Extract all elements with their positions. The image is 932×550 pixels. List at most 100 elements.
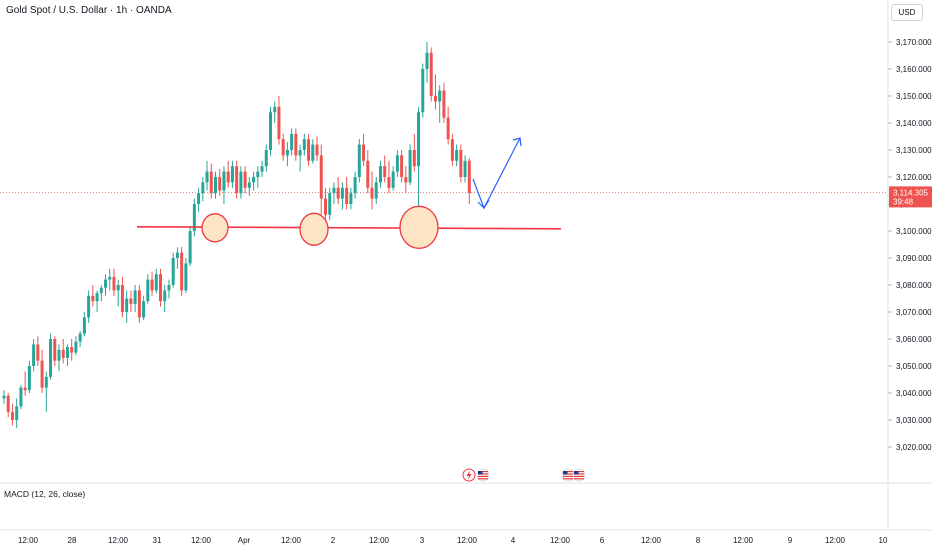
lightning-event-icon (462, 468, 476, 482)
candle-body (197, 193, 201, 204)
candle (154, 268, 158, 294)
candle (467, 158, 471, 204)
candle-body (218, 177, 222, 191)
candle-body (235, 166, 239, 194)
candle-body (137, 290, 141, 318)
candle (180, 247, 184, 296)
currency-button[interactable]: USD (891, 4, 923, 21)
time-axis: 12:00 28 12:00 31 12:00 Apr 12:00 2 12:00 3 12:00 4… (18, 536, 888, 545)
candle (129, 290, 133, 312)
candle-body (277, 106, 281, 140)
candle-body (239, 171, 243, 194)
candle-body (188, 231, 192, 264)
current-price-label-box (889, 186, 932, 208)
candle-body (192, 204, 196, 231)
candle (53, 336, 57, 366)
candle-body (438, 90, 442, 102)
candle (40, 349, 44, 393)
candle (374, 177, 378, 204)
candle (230, 160, 234, 188)
candle (197, 187, 201, 213)
lightning-bolt (466, 470, 472, 480)
candle-body (95, 293, 99, 302)
candle (133, 285, 137, 312)
candle-body (387, 177, 391, 188)
x-tick-label: 12:00 (825, 536, 846, 545)
candle (235, 160, 239, 199)
candle (366, 150, 370, 194)
candle-body (307, 139, 311, 161)
touch-circle (299, 212, 329, 246)
candle (273, 101, 277, 123)
candle-body (455, 150, 459, 161)
candle-body (6, 395, 10, 412)
candle-body (294, 133, 298, 156)
flag-stripe (478, 471, 488, 473)
y-tick-label: 3,170.000 (896, 38, 932, 47)
candle (268, 106, 272, 156)
candle-body (319, 155, 323, 199)
candle-body (340, 187, 344, 199)
candle-body (23, 387, 27, 391)
candle-body (167, 285, 171, 291)
candle (205, 160, 209, 191)
candle (163, 285, 167, 312)
candle (201, 177, 205, 202)
candle (455, 144, 459, 167)
y-tick-label: 3,140.000 (896, 119, 932, 128)
candle (307, 133, 311, 167)
candle (188, 225, 192, 267)
candle-body (120, 285, 124, 312)
candle (442, 82, 446, 123)
candle (349, 187, 353, 210)
x-tick-label: 9 (788, 536, 793, 545)
candle-body (378, 166, 382, 183)
candle (19, 384, 23, 410)
candle (125, 290, 129, 323)
candle-body (70, 347, 74, 353)
candle (82, 312, 86, 337)
candle-body (91, 295, 95, 302)
candle-body (446, 117, 450, 140)
candle (137, 285, 141, 323)
candle (290, 128, 294, 156)
x-tick-label: 10 (879, 536, 888, 545)
y-tick-label: 3,090.000 (896, 254, 932, 263)
candle (36, 336, 40, 366)
candle-body (400, 155, 404, 177)
candle-body (383, 166, 387, 177)
countdown-label: 39:48 (893, 197, 914, 206)
y-tick-label: 3,030.000 (896, 416, 932, 425)
candle (247, 177, 251, 196)
candle-body (429, 52, 433, 96)
macd-indicator-label[interactable]: MACD (12, 26, close) (4, 489, 86, 499)
us-flag-event-icon (476, 468, 490, 482)
candle-body (82, 317, 86, 334)
candle-body (116, 285, 120, 291)
candle-body (281, 139, 285, 156)
candle (446, 106, 450, 145)
x-tick-label: 4 (511, 536, 516, 545)
arrow-head-down (477, 199, 490, 209)
candle (27, 360, 31, 393)
candle (49, 333, 53, 380)
candle-body (467, 160, 471, 194)
candle-body (222, 171, 226, 191)
economic-events (462, 468, 586, 482)
candle-body (311, 144, 315, 161)
candle (425, 42, 429, 83)
flag-stripe (574, 475, 584, 477)
candle-body (252, 177, 256, 183)
x-tick-label: 12:00 (108, 536, 129, 545)
candle-body (10, 411, 14, 420)
candle-body (205, 171, 209, 183)
candle-body (285, 150, 289, 156)
candle (302, 133, 306, 156)
y-tick-label: 3,020.000 (896, 443, 932, 452)
candle (340, 182, 344, 210)
candle (400, 150, 404, 183)
candle (417, 106, 421, 210)
candle (353, 171, 357, 199)
